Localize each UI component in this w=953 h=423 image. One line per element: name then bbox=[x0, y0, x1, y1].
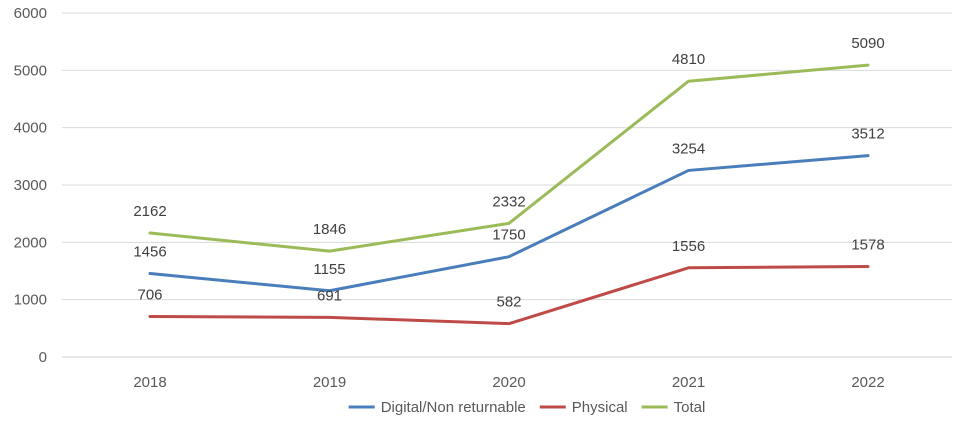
y-tick-label: 0 bbox=[39, 349, 47, 366]
x-tick-label: 2021 bbox=[672, 374, 705, 391]
y-tick-label: 3000 bbox=[14, 177, 47, 194]
data-labels: 1456 1155 1750 3254 3512 706 691 582 1556 1578 216… bbox=[133, 35, 884, 310]
data-label: 582 bbox=[496, 294, 521, 311]
series-group bbox=[148, 63, 870, 326]
data-label: 691 bbox=[317, 287, 342, 304]
x-tick-label: 2019 bbox=[313, 374, 346, 391]
data-label: 3254 bbox=[672, 140, 705, 157]
legend-item: Physical bbox=[539, 399, 628, 416]
y-tick-label: 5000 bbox=[14, 62, 47, 79]
y-tick-label: 6000 bbox=[14, 5, 47, 22]
legend-label: Total bbox=[674, 399, 706, 416]
data-label: 1846 bbox=[313, 221, 346, 238]
data-label: 3512 bbox=[851, 126, 884, 143]
data-label: 1456 bbox=[133, 244, 166, 261]
data-label: 1578 bbox=[851, 237, 884, 254]
data-label: 5090 bbox=[851, 35, 884, 52]
data-label: 1155 bbox=[313, 261, 345, 278]
legend-label: Physical bbox=[572, 399, 628, 416]
data-label: 706 bbox=[137, 287, 162, 304]
data-label: 1556 bbox=[672, 238, 705, 255]
x-tick-label: 2018 bbox=[133, 374, 166, 391]
y-axis: 0 1000 2000 3000 4000 5000 6000 bbox=[14, 5, 47, 366]
series-line bbox=[148, 265, 870, 326]
legend-item: Digital/Non returnable bbox=[348, 399, 526, 416]
gridlines bbox=[62, 12, 952, 358]
x-tick-label: 2022 bbox=[851, 374, 884, 391]
y-tick-label: 2000 bbox=[14, 234, 47, 251]
y-tick-label: 1000 bbox=[14, 292, 47, 309]
x-tick-label: 2020 bbox=[492, 374, 525, 391]
legend: Digital/Non returnable Physical Total bbox=[348, 399, 706, 416]
y-tick-label: 4000 bbox=[14, 120, 47, 137]
data-label: 2332 bbox=[492, 193, 525, 210]
data-label: 2162 bbox=[133, 203, 166, 220]
data-label: 1750 bbox=[492, 227, 525, 244]
series-line bbox=[148, 154, 870, 293]
x-axis: 2018 2019 2020 2021 2022 bbox=[133, 374, 884, 391]
series-line bbox=[148, 63, 870, 253]
data-label: 4810 bbox=[672, 51, 705, 68]
legend-item: Total bbox=[641, 399, 706, 416]
legend-label: Digital/Non returnable bbox=[381, 399, 526, 416]
